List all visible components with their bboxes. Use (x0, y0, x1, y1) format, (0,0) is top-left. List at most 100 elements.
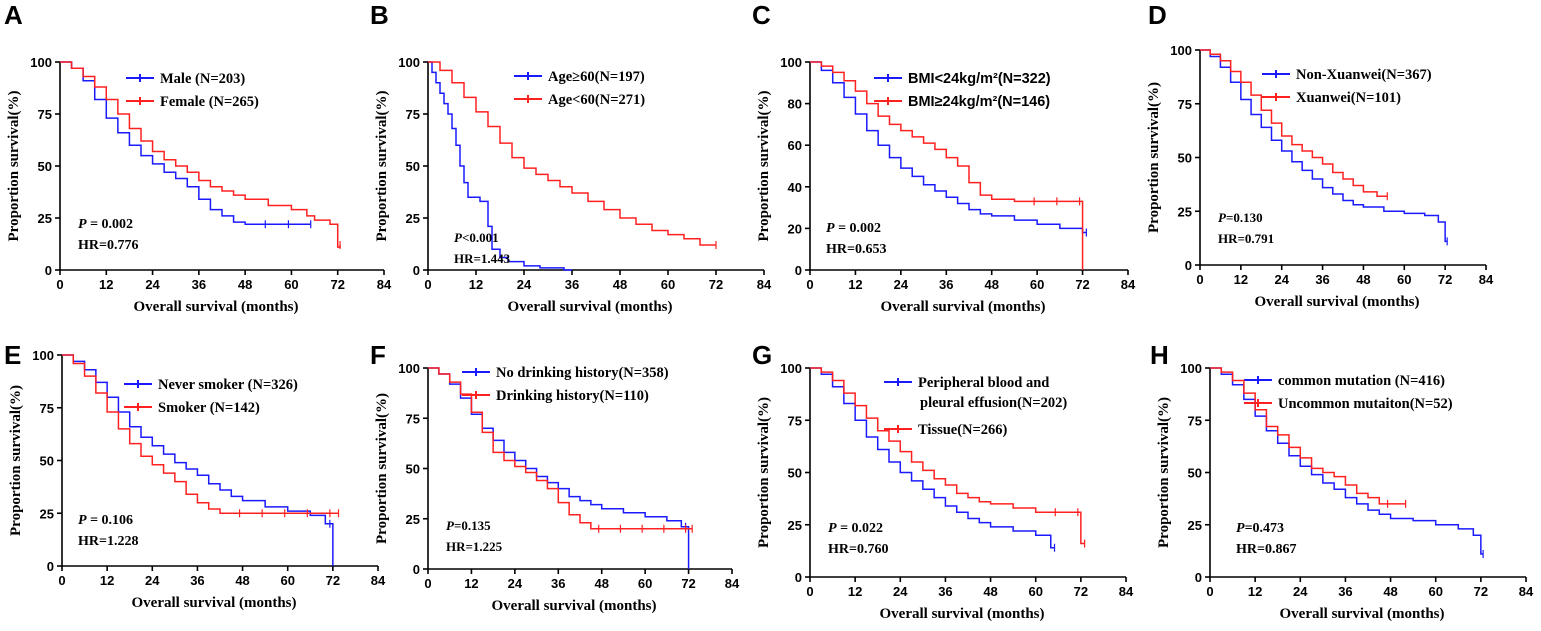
x-tick-label: 72 (1074, 584, 1088, 599)
x-tick-label: 60 (661, 277, 675, 292)
y-tick-label: 40 (788, 180, 802, 195)
panel-label-g: G (752, 340, 772, 370)
legend-item-blue: BMI<24kg/m²(N=322) (874, 71, 1051, 87)
x-tick-label: 48 (238, 277, 252, 292)
y-axis-title: Proportion survival(%) (756, 91, 772, 242)
axes-f (423, 367, 733, 574)
km-curve-blue (62, 354, 334, 566)
y-axis-title: Proportion survival(%) (1156, 397, 1172, 548)
x-tick-label: 84 (725, 576, 740, 591)
x-tick-label: 24 (145, 573, 160, 588)
panel-a: A 0 12 24 36 48 60 72 84 0 25 50 75 100 Overall surviv… (4, 0, 392, 315)
y-axis-title: Proportion survival(%) (8, 385, 24, 536)
panel-label-h: H (1150, 340, 1169, 370)
x-tick-label: 24 (894, 277, 909, 292)
x-tick-label: 24 (517, 277, 532, 292)
panel-label-a: A (4, 0, 23, 30)
x-axis-title: Overall survival (months) (880, 606, 1045, 622)
y-tick-label: 60 (788, 138, 802, 153)
y-tick-label: 50 (406, 462, 420, 477)
axes-c (805, 61, 1129, 275)
hazard-ratio-label: HR=0.776 (78, 238, 138, 253)
legend-label: common mutation (N=416) (1278, 373, 1445, 389)
km-curve-blue (1200, 49, 1448, 243)
x-tick-label: 60 (1030, 277, 1044, 292)
axes-b (423, 61, 765, 275)
y-tick-label: 25 (406, 512, 420, 527)
y-tick-label: 0 (795, 570, 802, 585)
panel-label-e: E (4, 340, 21, 370)
km-curve-blue (428, 61, 572, 271)
panel-label-c: C (752, 0, 771, 30)
axes-d (1195, 49, 1487, 270)
y-tick-label: 100 (32, 348, 54, 363)
x-tick-label: 36 (192, 277, 206, 292)
panel-e: E 0 12 24 36 48 60 72 84 0 25 50 75 100 Overall surviv… (4, 340, 386, 611)
panel-g: G 0 12 24 36 48 60 72 84 0 25 50 75 100 Overall surviv… (752, 340, 1134, 622)
legend-item-red: Female (N=265) (126, 94, 259, 110)
legend-label: Uncommon mutaiton(N=52) (1278, 396, 1453, 412)
x-axis-title: Overall survival (months) (132, 595, 297, 611)
y-tick-label: 75 (406, 107, 420, 122)
km-curve-blue (810, 367, 1055, 549)
y-tick-label: 50 (40, 454, 54, 469)
x-tick-label: 12 (1234, 272, 1248, 287)
legend-label: Peripheral blood and (918, 375, 1049, 391)
panel-label-b: B (370, 0, 389, 30)
x-tick-label: 12 (464, 576, 478, 591)
x-tick-label: 24 (145, 277, 160, 292)
legend-item-red: Tissue(N=266) (884, 422, 1008, 438)
x-tick-label: 60 (284, 277, 298, 292)
x-tick-label: 0 (58, 573, 65, 588)
y-tick-label: 0 (1195, 570, 1202, 585)
x-tick-label: 0 (1196, 272, 1203, 287)
legend-item-blue: Non-Xuanwei(N=367) (1262, 67, 1432, 83)
x-tick-label: 84 (1121, 277, 1136, 292)
y-tick-label: 0 (795, 263, 802, 278)
y-tick-label: 50 (38, 159, 52, 174)
x-tick-label: 48 (1383, 584, 1397, 599)
hazard-ratio-label: HR=1.228 (78, 534, 138, 549)
y-tick-label: 75 (788, 413, 802, 428)
x-tick-label: 60 (1397, 272, 1411, 287)
x-tick-label: 36 (551, 576, 565, 591)
legend-label: pleural effusion(N=202) (920, 395, 1067, 411)
legend-item-blue: No drinking history(N=358) (462, 365, 669, 381)
x-tick-label: 84 (757, 277, 772, 292)
x-tick-label: 60 (1028, 584, 1042, 599)
x-tick-label: 36 (939, 277, 953, 292)
panel-label-d: D (1148, 0, 1167, 30)
y-tick-label: 75 (40, 401, 54, 416)
legend-label: No drinking history(N=358) (496, 365, 669, 381)
x-tick-label: 12 (100, 573, 114, 588)
x-tick-label: 0 (806, 584, 813, 599)
x-axis-title: Overall survival (months) (492, 598, 657, 614)
axes-h (1205, 367, 1527, 582)
legend-item-red: Age<60(N=271) (514, 92, 645, 108)
x-axis-title: Overall survival (months) (1280, 606, 1445, 622)
axes-a (55, 61, 385, 275)
y-tick-label: 75 (1178, 97, 1192, 112)
x-tick-label: 84 (1479, 272, 1494, 287)
legend-label: Non-Xuanwei(N=367) (1296, 67, 1432, 83)
y-axis-title: Proportion survival(%) (374, 393, 390, 544)
x-tick-label: 36 (565, 277, 579, 292)
panel-label-f: F (370, 340, 386, 370)
panel-c: C 0 12 24 36 48 60 72 84 0 20 40 60 80 100 Overall surv… (752, 0, 1136, 315)
y-tick-label: 25 (38, 211, 52, 226)
x-tick-label: 60 (1428, 584, 1442, 599)
x-tick-label: 36 (1315, 272, 1329, 287)
x-tick-label: 24 (1293, 584, 1308, 599)
p-value-label: P=0.130 (1218, 210, 1263, 225)
x-axis-title: Overall survival (months) (134, 299, 299, 315)
legend-label: BMI<24kg/m²(N=322) (908, 71, 1051, 87)
y-tick-label: 25 (406, 211, 420, 226)
x-tick-label: 36 (1338, 584, 1352, 599)
axes-e (57, 354, 379, 571)
panel-h: H 0 12 24 36 48 60 72 84 0 25 50 75 100 Overall surviv… (1150, 340, 1534, 622)
x-tick-label: 84 (371, 573, 386, 588)
hazard-ratio-label: HR=0.867 (1236, 542, 1296, 557)
y-tick-label: 100 (780, 55, 802, 70)
y-tick-label: 75 (1188, 413, 1202, 428)
y-axis-title: Proportion survival(%) (374, 91, 390, 242)
